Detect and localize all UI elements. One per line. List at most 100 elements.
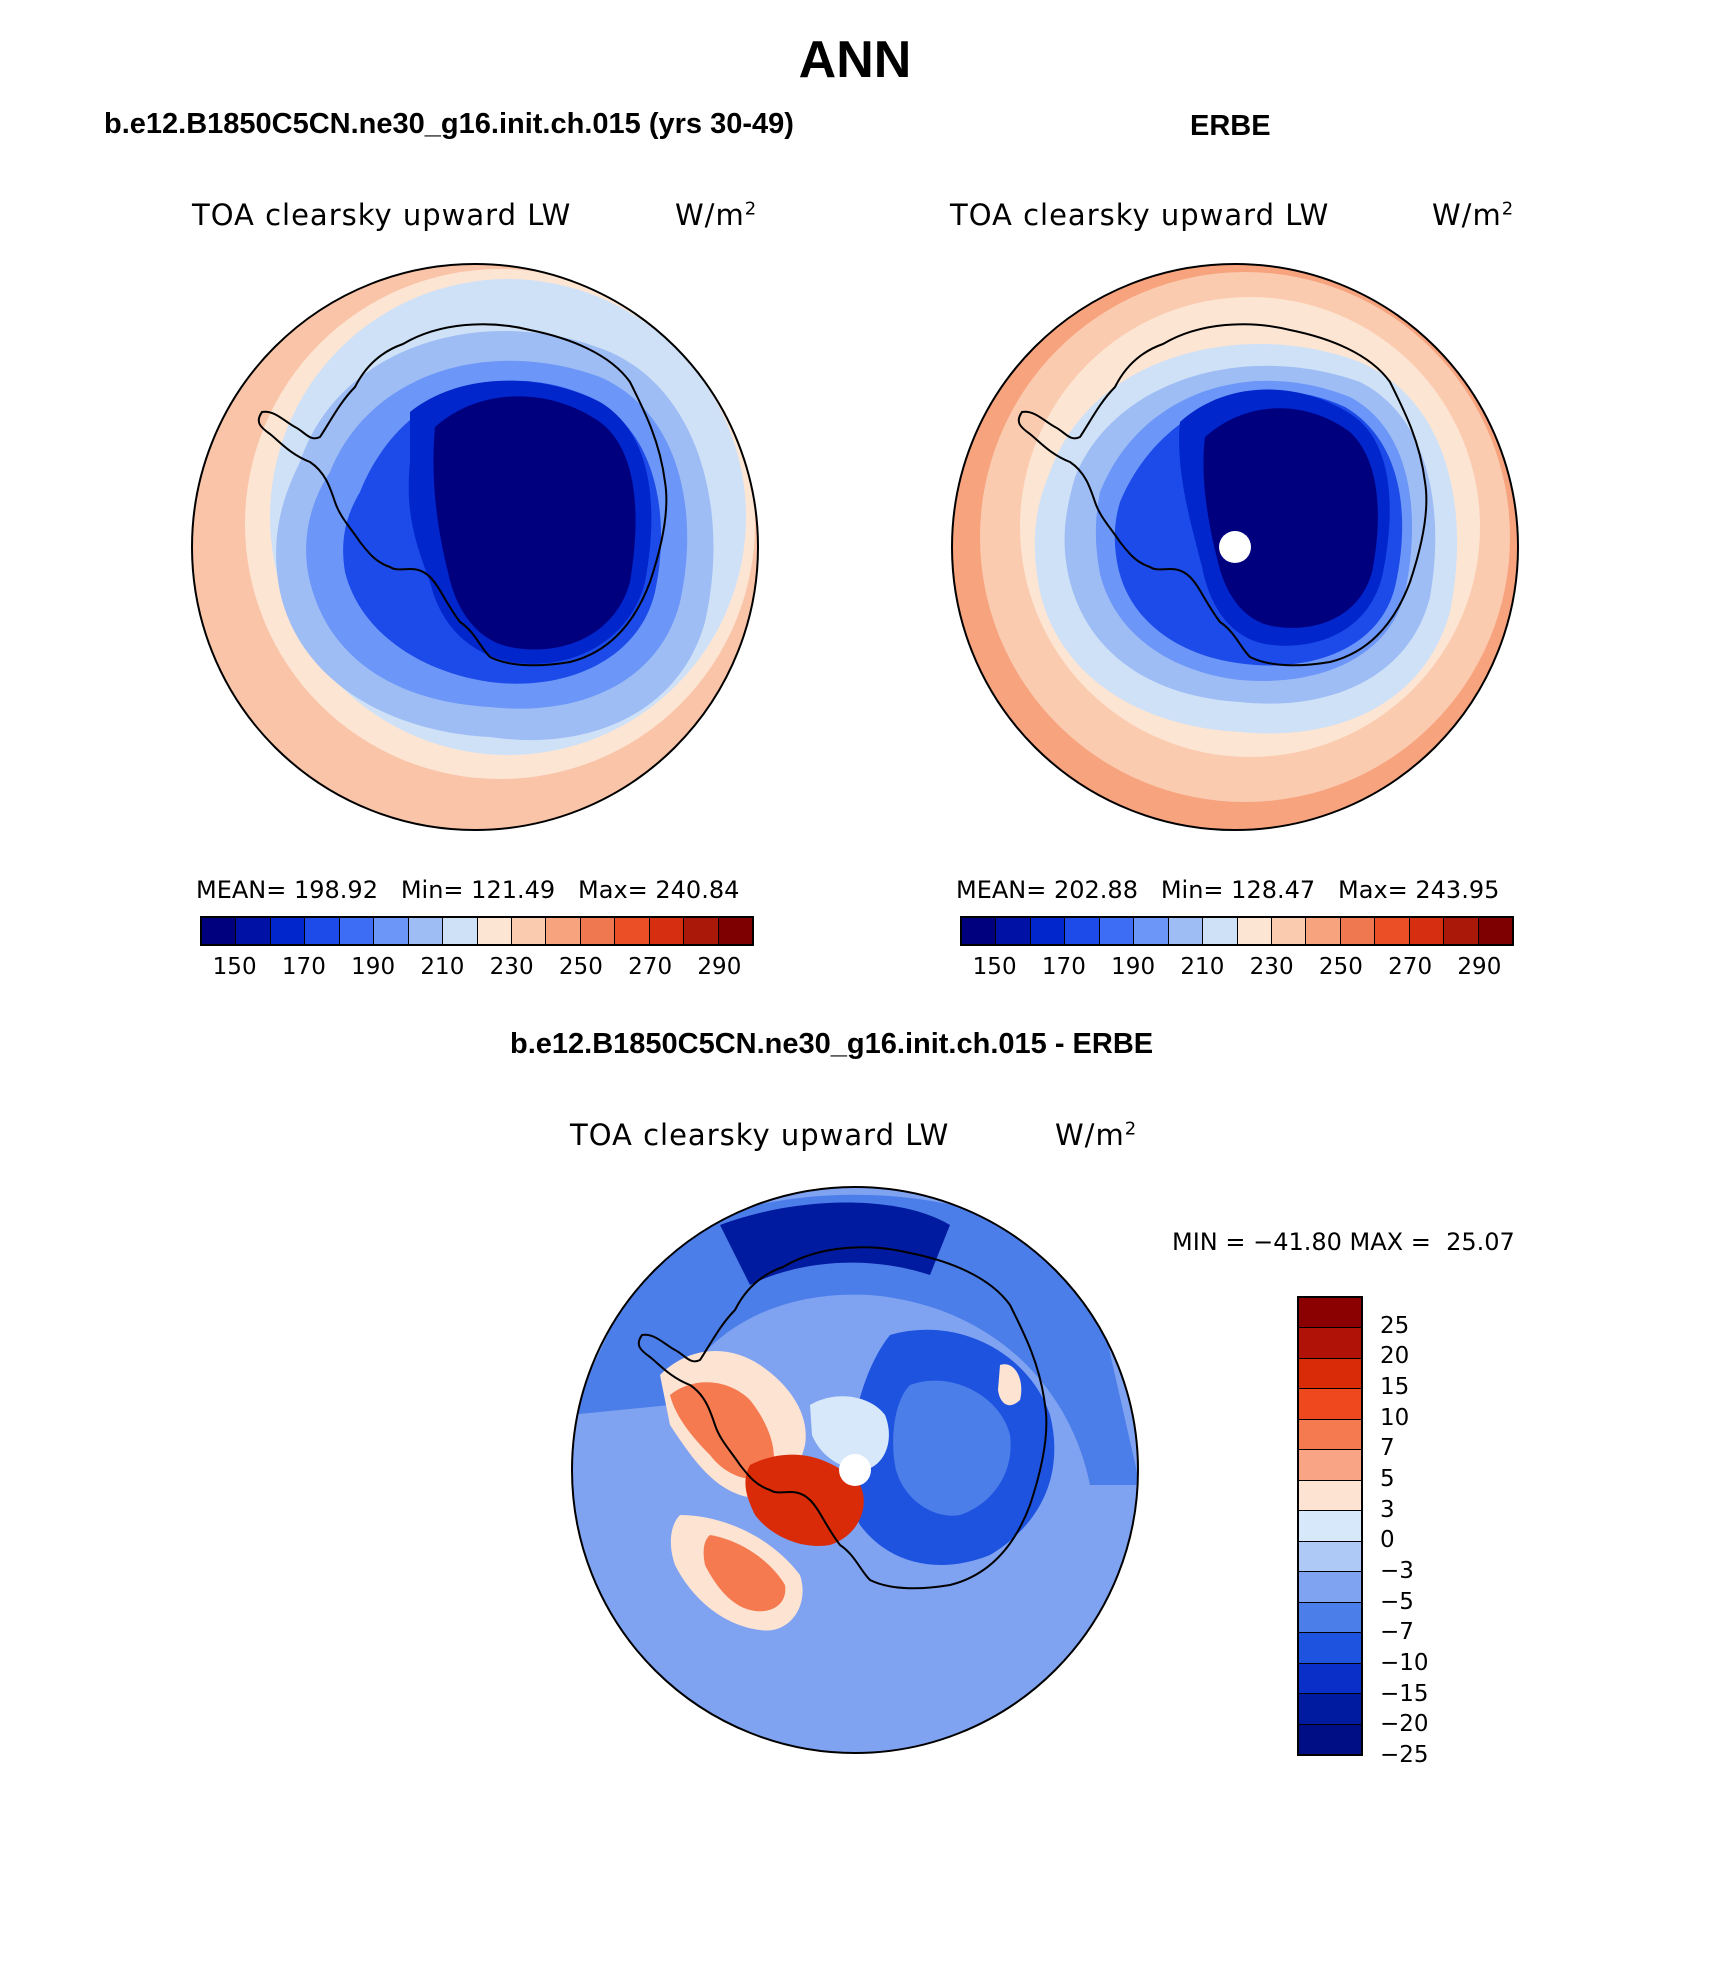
colorbar-tick-label: 150	[212, 954, 257, 980]
diff-colorbar-ticks: 25 20 15 10 7 5 3 0 −3 −5 −7 −10 −15 −20 −25	[1380, 1296, 1500, 1768]
map-layer	[720, 1202, 950, 1285]
diff-colorbar	[1297, 1296, 1363, 1756]
map-layer	[433, 396, 636, 650]
map-border	[571, 1186, 1139, 1754]
colorbar-swatch	[1299, 1298, 1361, 1329]
obs-variable-label: TOA clearsky upward LW	[950, 198, 1330, 232]
colorbar-swatch	[202, 918, 237, 944]
colorbar-swatch	[580, 918, 616, 944]
colorbar-swatch	[546, 918, 581, 944]
colorbar-swatch	[1237, 918, 1272, 944]
colorbar-tick-label: −20	[1380, 1711, 1429, 1738]
colorbar-tick-label: 270	[1388, 954, 1433, 980]
map-coastline	[637, 1246, 1048, 1590]
colorbar-swatch	[443, 918, 478, 944]
obs-colorbar	[960, 916, 1514, 946]
map-layer	[893, 1380, 1011, 1516]
colorbar-tick-label: −7	[1380, 1619, 1414, 1646]
colorbar-swatch	[236, 918, 271, 944]
obs-colorbar-ticks: 150 170 190 210 230 250 270 290	[960, 954, 1514, 984]
map-coastline	[257, 323, 668, 667]
pole-hole	[1219, 531, 1251, 563]
colorbar-swatch	[1375, 918, 1410, 944]
colorbar-swatch	[1271, 918, 1307, 944]
diff-units-label: W/m2	[1055, 1118, 1138, 1152]
colorbar-swatch	[1444, 918, 1479, 944]
map-layer	[572, 1194, 1138, 1485]
colorbar-swatch	[1203, 918, 1238, 944]
colorbar-swatch	[1134, 918, 1169, 944]
model-stats: MEAN= 198.92 Min= 121.49 Max= 240.84	[196, 876, 740, 904]
colorbar-swatch	[1299, 1633, 1361, 1664]
map-coastline	[1017, 323, 1428, 667]
colorbar-swatch	[1065, 918, 1100, 944]
obs-units-label: W/m2	[1432, 198, 1515, 232]
colorbar-swatch	[1299, 1694, 1361, 1725]
colorbar-swatch	[962, 918, 997, 944]
colorbar-tick-label: 190	[351, 954, 396, 980]
colorbar-swatch	[270, 918, 306, 944]
colorbar-swatch	[1299, 1724, 1361, 1755]
map-layer	[998, 1364, 1022, 1406]
colorbar-swatch	[408, 918, 444, 944]
colorbar-swatch	[305, 918, 340, 944]
colorbar-swatch	[615, 918, 650, 944]
colorbar-swatch	[684, 918, 719, 944]
colorbar-tick-label: 10	[1380, 1404, 1410, 1431]
colorbar-swatch	[1299, 1541, 1361, 1573]
colorbar-swatch	[718, 918, 752, 944]
colorbar-tick-label: 25	[1380, 1312, 1410, 1339]
colorbar-swatch	[649, 918, 685, 944]
colorbar-tick-label: 0	[1380, 1527, 1395, 1554]
map-border	[951, 263, 1519, 831]
colorbar-tick-label: 15	[1380, 1374, 1410, 1400]
colorbar-tick-label: −5	[1380, 1588, 1414, 1615]
map-border	[191, 263, 759, 831]
colorbar-tick-label: 5	[1380, 1466, 1395, 1492]
colorbar-tick-label: 150	[972, 954, 1017, 980]
map-layer	[703, 1535, 786, 1612]
colorbar-swatch	[996, 918, 1031, 944]
colorbar-swatch	[1299, 1511, 1361, 1542]
colorbar-swatch	[1299, 1480, 1361, 1512]
map-layer	[670, 1382, 774, 1479]
colorbar-tick-label: 290	[1457, 954, 1502, 980]
colorbar-tick-label: 3	[1380, 1496, 1395, 1523]
colorbar-tick-label: 250	[1318, 954, 1363, 980]
colorbar-tick-label: −10	[1380, 1650, 1429, 1676]
colorbar-swatch	[1299, 1358, 1361, 1390]
colorbar-tick-label: 210	[420, 954, 465, 980]
diff-polar-map	[571, 1186, 1139, 1754]
colorbar-swatch	[1306, 918, 1341, 944]
map-layer	[810, 1396, 889, 1470]
colorbar-swatch	[374, 918, 409, 944]
map-layer	[745, 1454, 864, 1546]
model-panel-title: b.e12.B1850C5CN.ne30_g16.init.ch.015 (yr…	[104, 108, 794, 140]
obs-stats: MEAN= 202.88 Min= 128.47 Max= 243.95	[956, 876, 1500, 904]
obs-panel-title: ERBE	[1190, 110, 1271, 142]
colorbar-swatch	[1299, 1419, 1361, 1451]
diff-stats: MIN = −41.80 MAX = 25.07	[1172, 1228, 1515, 1256]
colorbar-tick-label: 250	[558, 954, 603, 980]
colorbar-tick-label: 230	[1249, 954, 1294, 980]
model-variable-label: TOA clearsky upward LW	[192, 198, 572, 232]
colorbar-tick-label: −3	[1380, 1558, 1414, 1584]
colorbar-swatch	[1168, 918, 1204, 944]
colorbar-tick-label: 20	[1380, 1343, 1410, 1370]
model-colorbar	[200, 916, 754, 946]
colorbar-swatch	[1299, 1450, 1361, 1481]
model-colorbar-ticks: 150 170 190 210 230 250 270 290	[200, 954, 754, 984]
figure-title: ANN	[798, 31, 912, 89]
colorbar-tick-label: 270	[628, 954, 673, 980]
colorbar-tick-label: 210	[1180, 954, 1225, 980]
colorbar-tick-label: 290	[697, 954, 742, 980]
model-polar-map	[191, 263, 759, 831]
colorbar-swatch	[1409, 918, 1445, 944]
colorbar-swatch	[511, 918, 547, 944]
colorbar-swatch	[1030, 918, 1066, 944]
diff-variable-label: TOA clearsky upward LW	[570, 1118, 950, 1152]
colorbar-tick-label: 190	[1111, 954, 1156, 980]
colorbar-swatch	[1299, 1389, 1361, 1420]
colorbar-swatch	[1340, 918, 1376, 944]
colorbar-swatch	[1299, 1663, 1361, 1695]
